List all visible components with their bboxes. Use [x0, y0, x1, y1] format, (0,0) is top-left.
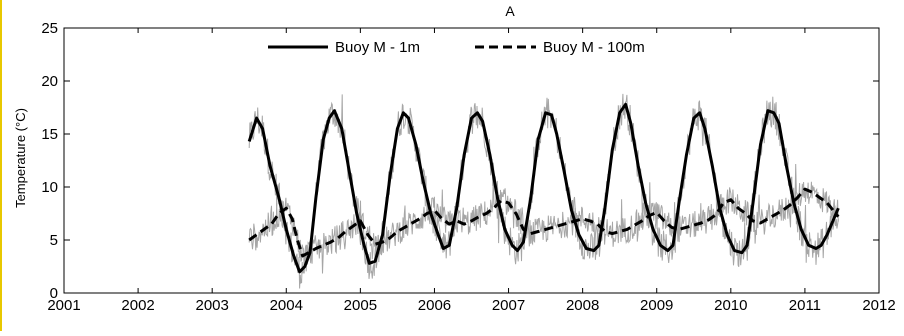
series-line-100m: [248, 187, 840, 258]
smoothed-lines-layer: [247, 102, 840, 274]
x-tick-label-2009: 2009: [640, 297, 673, 314]
series-line-1m: [247, 102, 840, 274]
legend-label-1m: Buoy M - 1m: [335, 39, 420, 56]
x-tick-label-2012: 2012: [862, 297, 895, 314]
x-axis-ticks: 2001 2002 2003 2004 2005 2006 2007 2008 2009 2010…: [47, 28, 896, 314]
y-tick-label-15: 15: [41, 126, 58, 143]
raw-trace-100m: [248, 163, 839, 274]
y-tick-label-5: 5: [50, 232, 58, 249]
x-tick-label-2007: 2007: [492, 297, 525, 314]
legend: Buoy M - 1m Buoy M - 100m: [262, 34, 707, 58]
y-axis-ticks: 0 5 10 15 20 25: [41, 20, 879, 302]
y-tick-label-10: 10: [41, 179, 58, 196]
chart-title: A: [505, 3, 515, 19]
y-tick-label-0: 0: [50, 285, 58, 302]
x-tick-label-2006: 2006: [418, 297, 451, 314]
x-tick-label-2001: 2001: [47, 297, 80, 314]
window-edge: [0, 0, 2, 331]
legend-box: [262, 34, 707, 58]
y-tick-label-20: 20: [41, 73, 58, 90]
x-tick-label-2010: 2010: [714, 297, 747, 314]
x-tick-label-2004: 2004: [270, 297, 303, 314]
legend-label-100m: Buoy M - 100m: [543, 39, 645, 56]
x-tick-label-2011: 2011: [789, 297, 821, 314]
plot-area: [63, 27, 880, 294]
y-axis-label: Temperature (°C): [13, 108, 28, 208]
x-tick-label-2008: 2008: [566, 297, 599, 314]
y-tick-label-25: 25: [41, 20, 58, 37]
x-tick-label-2003: 2003: [195, 297, 228, 314]
x-tick-label-2005: 2005: [344, 297, 377, 314]
x-tick-label-2002: 2002: [121, 297, 154, 314]
